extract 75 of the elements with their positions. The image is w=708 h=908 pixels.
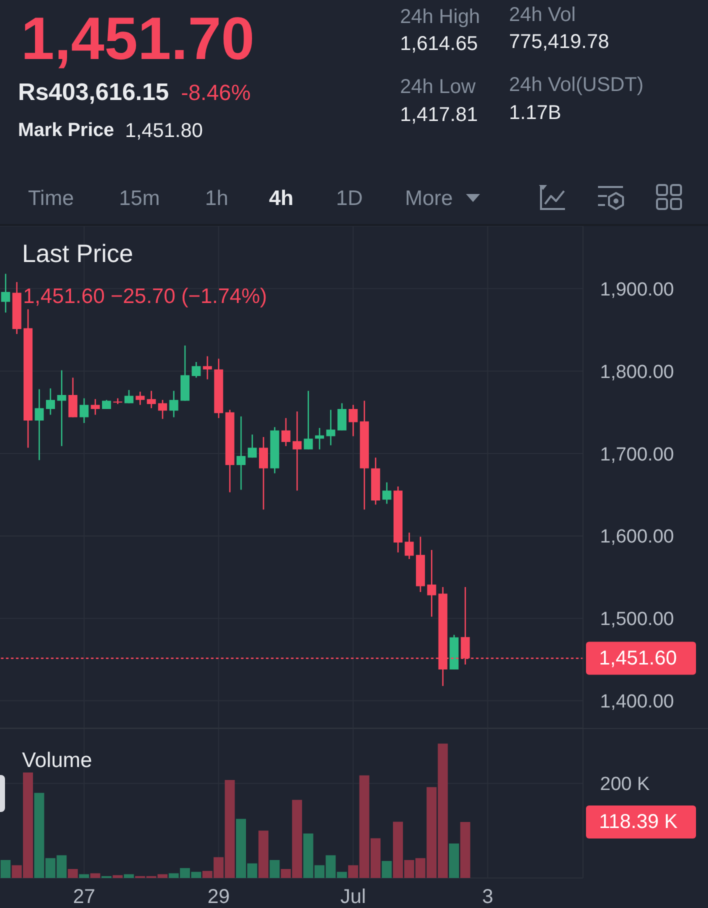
text: Rs403,616.15 [18, 78, 169, 108]
text: 1h [205, 186, 228, 211]
text: 1,614.65 [400, 32, 478, 56]
candlestick [292, 410, 302, 492]
bar [0, 860, 11, 878]
y-tick-label: 1,400.00 [600, 692, 674, 713]
bar [124, 874, 134, 878]
bar [79, 874, 90, 878]
x-tick-label: Jul [340, 886, 366, 908]
text: 1.17B [509, 101, 562, 126]
bar [270, 860, 280, 878]
text: 775,419.78 [509, 30, 610, 54]
x-tick-label: 3 [482, 886, 494, 908]
y-tick-label: 1,900.00 [600, 279, 674, 300]
candlestick [326, 409, 336, 446]
text: 15m [119, 186, 160, 211]
bar [382, 860, 392, 878]
candlestick [90, 398, 100, 416]
candlestick [46, 388, 55, 416]
candlestick [102, 399, 112, 410]
candlestick [382, 482, 392, 504]
text: 1,451.70 [21, 4, 255, 74]
x-tick-label: 29 [208, 886, 230, 908]
candlestick [236, 416, 246, 490]
candlestick [258, 436, 268, 510]
candlestick [124, 389, 134, 404]
text: Last Price [22, 239, 134, 270]
bar [112, 875, 123, 878]
candlestick [202, 356, 212, 380]
candlestick [281, 417, 290, 447]
bar [460, 822, 470, 878]
text: 4h [269, 186, 294, 211]
candlestick [169, 390, 178, 418]
text: More [405, 186, 453, 211]
text: 1D [336, 186, 363, 211]
bar [449, 843, 460, 878]
candlestick [348, 404, 358, 437]
candlestick [337, 402, 346, 432]
candlestick [57, 370, 66, 447]
text: 24h Low [400, 75, 476, 100]
bar [90, 873, 100, 878]
candlestick [80, 398, 89, 424]
text: Time [28, 186, 74, 211]
candlestick [1, 273, 10, 314]
candlestick [248, 434, 257, 458]
text: -8.46% [181, 80, 251, 106]
candlestick [404, 532, 414, 560]
text: Volume [22, 748, 92, 773]
annotation: 1,451.60 −25.70 (−1.74%) [23, 284, 268, 309]
y-tick-label: 1,500.00 [600, 609, 674, 630]
y-tick-label: 200 K [600, 774, 650, 796]
y-tick-label: 1,700.00 [600, 444, 674, 466]
text: 24h High [400, 5, 480, 30]
y-tick-label: 1,800.00 [600, 362, 674, 383]
candlestick [136, 391, 145, 406]
ref-line-label: 1,451.60 [599, 647, 677, 670]
candlestick [34, 388, 44, 461]
candlestick [158, 399, 168, 420]
text: Mark Price [18, 120, 114, 143]
text: 118.39 K [599, 810, 678, 833]
x-tick-label: 27 [72, 886, 96, 908]
candlestick [304, 390, 313, 450]
text: 24h Vol [509, 3, 576, 28]
text: 1,451.80 [125, 119, 203, 144]
bar [258, 830, 268, 878]
candlestick [113, 398, 122, 405]
candlestick [427, 549, 436, 618]
y-tick-label: 1,600.00 [600, 526, 674, 548]
bar [68, 869, 78, 878]
candlestick [315, 427, 324, 450]
candlestick [146, 390, 156, 409]
candlestick [68, 377, 78, 418]
text: 1,417.81 [400, 103, 478, 128]
text: 24h Vol(USDT) [509, 73, 644, 98]
candlestick [192, 361, 201, 378]
